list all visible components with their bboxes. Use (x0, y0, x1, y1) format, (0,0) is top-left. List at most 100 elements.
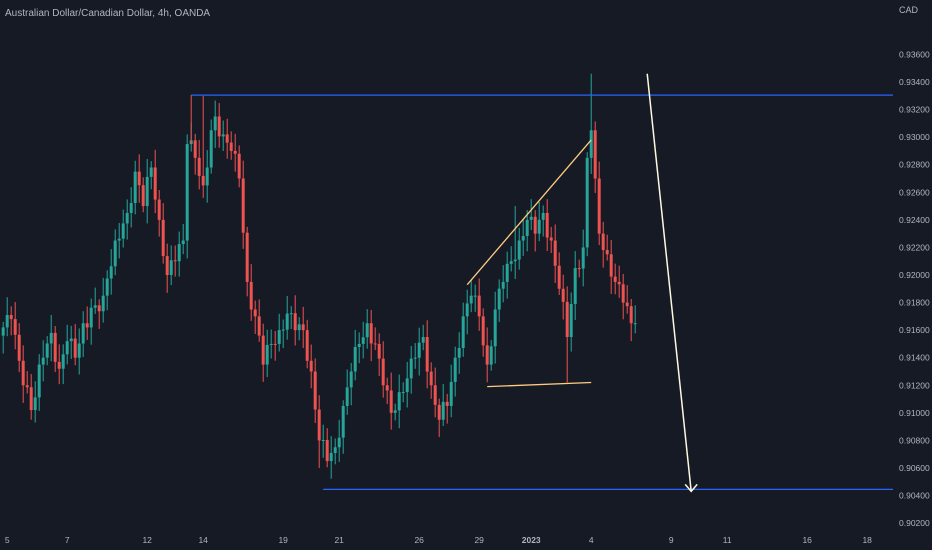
candle-body (69, 338, 73, 342)
candle (69, 325, 73, 360)
candle (569, 292, 573, 352)
candle-body (325, 439, 329, 462)
candle (429, 362, 433, 399)
candle (473, 284, 477, 312)
candle-body (609, 254, 613, 277)
candle-body (409, 358, 413, 379)
candle-body (617, 281, 621, 285)
candle-body (245, 232, 249, 282)
candle-body (353, 346, 357, 372)
candle-body (293, 313, 297, 331)
price-tick-label: 0.93000 (899, 132, 930, 142)
candle (165, 243, 169, 293)
candle-body (413, 357, 417, 359)
candle (521, 219, 525, 256)
candle-body (149, 167, 153, 177)
candle-body (173, 260, 177, 262)
candle-body (25, 385, 29, 388)
candle (353, 329, 357, 381)
candle (413, 343, 417, 369)
candle-body (481, 316, 485, 346)
candle (533, 210, 537, 252)
candle-body (425, 337, 429, 372)
candle-body (125, 212, 129, 224)
candle-body (17, 334, 21, 361)
candle (149, 161, 153, 190)
time-tick-label: 14 (198, 535, 208, 545)
candle (201, 95, 205, 198)
candle-body (633, 323, 637, 325)
candle-body (457, 347, 461, 358)
time-tick-label: 2023 (522, 535, 541, 545)
candle (73, 324, 77, 366)
price-tick-label: 0.91800 (899, 298, 930, 308)
candle (421, 324, 425, 351)
candle (289, 306, 293, 330)
candle-body (477, 295, 481, 317)
candle-body (117, 238, 121, 241)
candle (369, 309, 373, 362)
time-tick-label: 26 (414, 535, 424, 545)
candle-body (57, 361, 61, 369)
price-tick-label: 0.93400 (899, 77, 930, 87)
candle-body (573, 268, 577, 304)
candle-body (329, 453, 333, 462)
candle-body (145, 176, 149, 207)
candle-body (493, 309, 497, 347)
price-tick-label: 0.90200 (899, 518, 930, 528)
candle-body (233, 150, 237, 154)
candle-body (265, 344, 269, 365)
candle-body (45, 343, 49, 358)
candle-body (337, 437, 341, 448)
candle-body (589, 130, 593, 158)
time-axis: 5 7 12 14 19 21 26 29 2023 4 9 11 16 18 (5, 535, 872, 545)
candle-body (517, 240, 521, 260)
candle-body (361, 337, 365, 344)
candle (233, 133, 237, 172)
candle-body (169, 260, 173, 275)
candle (9, 306, 13, 336)
candle (425, 320, 429, 389)
candle-body (105, 278, 109, 296)
candle (493, 291, 497, 364)
candle (309, 344, 313, 389)
candle-body (181, 240, 185, 245)
price-tick-label: 0.90800 (899, 435, 930, 445)
candle-body (449, 381, 453, 406)
candle-body (237, 153, 241, 179)
candle (173, 245, 177, 277)
candle-body (357, 343, 361, 347)
candle (185, 134, 189, 259)
candle-body (473, 295, 477, 297)
candle-body (585, 157, 589, 248)
candle (469, 279, 473, 313)
candle-body (157, 199, 161, 220)
candle-body (601, 233, 605, 250)
candle-body (97, 305, 101, 312)
candle-body (577, 268, 581, 270)
candle-body (253, 309, 257, 317)
candle (465, 289, 469, 335)
candle (245, 226, 249, 297)
candle-body (205, 167, 209, 186)
candle (285, 296, 289, 340)
candle (249, 264, 253, 321)
candle-body (13, 319, 17, 335)
candle (357, 332, 361, 364)
candle-body (121, 223, 125, 239)
candle-body (465, 303, 469, 317)
candle-body (385, 385, 389, 391)
price-tick-label: 0.93200 (899, 105, 930, 115)
candle-body (217, 116, 221, 137)
candle (441, 383, 445, 426)
price-tick-label: 0.90600 (899, 463, 930, 473)
candle (29, 374, 33, 420)
candle-body (273, 343, 277, 345)
candle (537, 201, 541, 242)
candle (553, 224, 557, 284)
candle (449, 364, 453, 418)
candle (305, 319, 309, 369)
time-tick-label: 12 (142, 535, 152, 545)
candle (125, 199, 129, 240)
